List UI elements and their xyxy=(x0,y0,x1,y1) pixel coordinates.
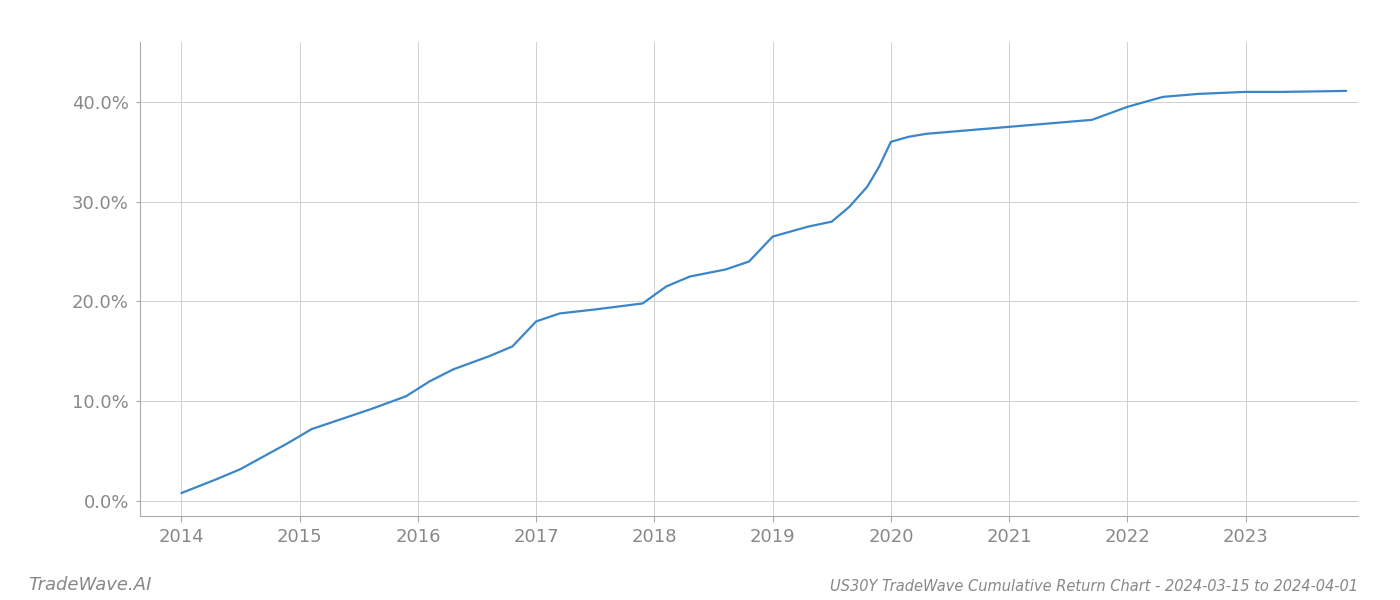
Text: US30Y TradeWave Cumulative Return Chart - 2024-03-15 to 2024-04-01: US30Y TradeWave Cumulative Return Chart … xyxy=(830,579,1358,594)
Text: TradeWave.AI: TradeWave.AI xyxy=(28,576,151,594)
